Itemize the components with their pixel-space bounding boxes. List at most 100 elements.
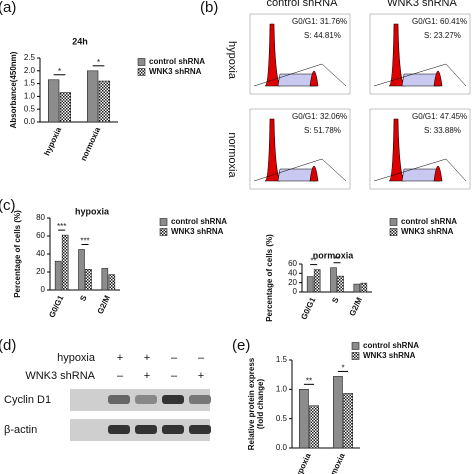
panel-label: (e) [232, 337, 250, 354]
y-tick-label: 60 [36, 231, 45, 240]
legend-label: control shRNA [363, 341, 419, 350]
y-tick-label: 1.5 [24, 79, 36, 88]
histogram: G0/G1: 32.06% S: 51.78% [249, 108, 351, 190]
bar [337, 275, 344, 293]
legend-label: WNK3 shRNA [149, 67, 202, 76]
legend-swatch [137, 68, 146, 76]
x-tick-label: hypoxia [292, 451, 313, 474]
outline [253, 158, 347, 182]
s-percent: S: 51.78% [304, 126, 341, 135]
legend-label: control shRNA [171, 217, 227, 226]
bar [360, 282, 368, 293]
y-tick-label: 40 [36, 249, 45, 258]
column-header: control shRNA [267, 0, 339, 9]
s-percent: S: 33.88% [424, 126, 461, 135]
bar [330, 267, 337, 293]
condition-label: WNK3 shRNA [25, 370, 95, 382]
bar [306, 276, 314, 293]
x-tick-label: G2/M [96, 294, 113, 316]
condition-sign: + [117, 352, 123, 364]
condition-sign: – [171, 352, 178, 364]
chart-title: normoxia [313, 250, 355, 260]
blot-band [162, 395, 184, 404]
g1-percent: G0/G1: 60.41% [412, 17, 467, 26]
bar [332, 376, 343, 449]
legend-label: WNK3 shRNA [401, 227, 454, 236]
x-tick-label: normoxia [79, 125, 103, 162]
x-tick-label: G0/G1 [47, 293, 65, 319]
s-percent: S: 44.81% [304, 31, 341, 40]
blot-band [135, 425, 157, 434]
legend-swatch [159, 228, 168, 236]
chart-title: 24h [72, 36, 88, 46]
blot-band [189, 395, 211, 404]
g1-percent: G0/G1: 47.45% [412, 112, 467, 121]
g2-peak [309, 165, 319, 182]
blot-band [108, 425, 130, 434]
panel-label: (d) [0, 337, 16, 354]
outline [373, 158, 467, 182]
y-tick-label: 0.0 [24, 117, 36, 126]
bar [61, 234, 69, 291]
histogram: G0/G1: 31.76% S: 44.81% [249, 13, 351, 95]
bar [47, 79, 60, 123]
legend-label: control shRNA [401, 217, 457, 226]
y-tick-label: 0.5 [24, 104, 36, 113]
x-tick-label: hypoxia [42, 125, 63, 157]
bar [101, 268, 109, 291]
y-tick-label: 60 [288, 259, 297, 268]
g1-peak [264, 118, 281, 182]
histogram-frame [249, 13, 351, 95]
significance-label: ** [306, 376, 312, 385]
blot-band [135, 395, 157, 404]
legend-swatch [351, 352, 360, 360]
histogram-frame [369, 108, 471, 190]
y-axis-label: Percentage of cells (%) [265, 234, 274, 322]
significance-label: *** [80, 237, 89, 246]
condition-sign: + [144, 370, 150, 382]
y-tick-label: 1.0 [276, 384, 288, 393]
y-tick-label: 0.0 [276, 443, 288, 452]
chart-title: hypoxia [75, 206, 110, 216]
y-tick-label: 80 [36, 213, 45, 222]
condition-sign: – [198, 352, 205, 364]
g1-peak [388, 23, 405, 87]
y-tick-label: 20 [36, 267, 45, 276]
significance-label: * [58, 67, 61, 76]
y-tick-label: 1.0 [24, 92, 36, 101]
legend-swatch [137, 58, 146, 66]
condition-sign: – [171, 370, 178, 382]
histogram-frame [369, 13, 471, 95]
legend-swatch [351, 342, 360, 350]
condition-sign: – [117, 370, 124, 382]
condition-sign: + [144, 352, 150, 364]
bar [85, 268, 92, 291]
row-header: hypoxia [226, 41, 238, 80]
bar [78, 249, 85, 291]
g1-percent: G0/G1: 32.06% [292, 112, 347, 121]
bar [343, 393, 353, 449]
panel-label: (c) [0, 197, 16, 214]
y-axis-label: (fold change) [256, 379, 265, 430]
significance-label: ** [334, 255, 340, 264]
bar [313, 269, 321, 293]
y-axis-label: Absorbance(450nm) [9, 51, 18, 128]
g2-peak [433, 70, 443, 87]
significance-label: * [97, 58, 100, 67]
y-tick-label: 0 [293, 287, 298, 296]
condition-sign: + [198, 370, 204, 382]
legend-swatch [389, 218, 398, 226]
panel-label: (a) [0, 0, 16, 16]
band-label: Cyclin D1 [4, 394, 51, 406]
bar [108, 274, 116, 291]
panel-label: (b) [200, 0, 218, 16]
bar [54, 260, 62, 291]
bar [353, 283, 361, 293]
y-tick-label: 1.5 [276, 355, 288, 364]
y-tick-label: 0 [41, 285, 46, 294]
x-tick-label: G2/M [348, 296, 365, 318]
column-header: WNK3 shRNA [387, 0, 457, 9]
blot-band [189, 425, 211, 434]
bar [298, 389, 309, 449]
